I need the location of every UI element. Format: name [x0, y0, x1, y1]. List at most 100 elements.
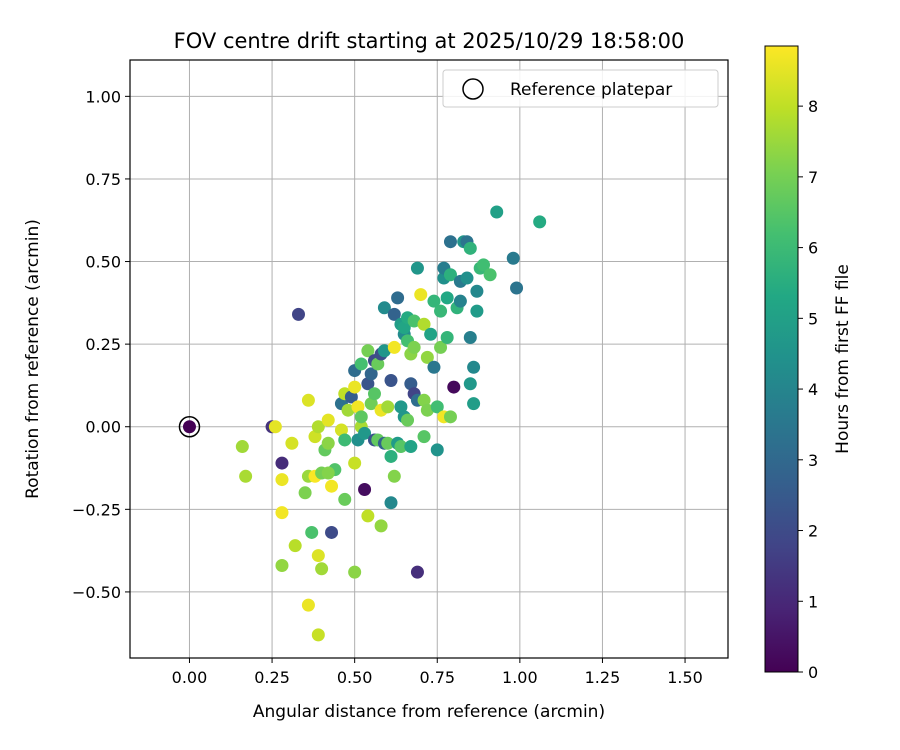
y-tick-label: −0.25	[72, 500, 121, 519]
data-point	[298, 486, 312, 500]
data-point	[407, 314, 421, 328]
x-tick-label: 1.50	[667, 668, 703, 687]
data-point	[361, 377, 375, 391]
colorbar-tick-label: 7	[808, 168, 818, 187]
colorbar-ticks: 0 1 2 3 4 5 6 7 8	[798, 97, 818, 682]
data-point	[477, 258, 491, 272]
data-point	[440, 331, 454, 345]
data-point	[377, 301, 391, 315]
data-point	[364, 397, 378, 411]
data-point	[470, 304, 484, 318]
data-point	[394, 440, 408, 454]
data-point	[348, 380, 362, 394]
points-layer	[182, 205, 547, 642]
data-point	[377, 344, 391, 358]
data-point	[430, 400, 444, 414]
data-point	[407, 340, 421, 354]
y-tick-label: 0.75	[85, 170, 121, 189]
data-point	[275, 473, 289, 487]
data-point	[443, 410, 457, 424]
y-tick-label: −0.50	[72, 583, 121, 602]
data-point	[384, 449, 398, 463]
data-point	[268, 420, 282, 434]
data-point	[387, 469, 401, 483]
chart-title: FOV centre drift starting at 2025/10/29 …	[174, 29, 685, 53]
data-point	[460, 271, 474, 285]
data-point	[235, 440, 249, 454]
data-point	[381, 436, 395, 450]
data-point	[321, 436, 335, 450]
data-point	[510, 281, 524, 295]
data-point	[361, 344, 375, 358]
data-point	[321, 413, 335, 427]
data-point	[275, 456, 289, 470]
data-point	[420, 403, 434, 417]
colorbar-label: Hours from first FF file	[833, 264, 853, 454]
data-point	[315, 562, 329, 576]
reference-layer	[178, 415, 201, 438]
data-point	[401, 413, 415, 427]
plot-frame	[129, 59, 729, 659]
data-point	[325, 525, 339, 539]
data-point	[463, 331, 477, 345]
data-point	[463, 377, 477, 391]
data-point	[311, 549, 325, 563]
y-axis: −0.50 −0.25 0.00 0.25 0.50 0.75 1.00	[72, 87, 130, 602]
data-point	[301, 598, 315, 612]
x-tick-label: 1.25	[585, 668, 621, 687]
data-point	[391, 291, 405, 305]
data-point	[354, 410, 368, 424]
x-axis: 0.00 0.25 0.50 0.75 1.00 1.25 1.50	[172, 658, 703, 687]
x-tick-label: 1.00	[502, 668, 538, 687]
data-point	[470, 284, 484, 298]
data-point	[275, 506, 289, 520]
data-point	[361, 509, 375, 523]
data-point	[308, 430, 322, 444]
x-tick-label: 0.75	[419, 668, 455, 687]
data-point	[427, 360, 441, 374]
data-point	[338, 433, 352, 447]
colorbar-gradient	[764, 45, 799, 673]
data-point	[410, 261, 424, 275]
data-point	[371, 357, 385, 371]
colorbar-tick-label: 6	[808, 239, 818, 258]
y-tick-label: 0.00	[85, 418, 121, 437]
data-point	[348, 565, 362, 579]
data-point	[420, 350, 434, 364]
data-point	[344, 390, 358, 404]
data-point	[404, 440, 418, 454]
data-point	[453, 294, 467, 308]
colorbar-tick-label: 2	[808, 522, 818, 541]
data-point	[291, 307, 305, 321]
data-point	[364, 367, 378, 381]
data-point	[387, 340, 401, 354]
legend-box	[442, 69, 719, 108]
data-point	[381, 400, 395, 414]
colorbar-tick-label: 5	[808, 309, 818, 328]
data-point	[417, 393, 431, 407]
data-point	[533, 215, 547, 229]
data-point	[325, 479, 339, 493]
colorbar: 0 1 2 3 4 5 6 7 8 Hours from first FF file	[764, 45, 853, 682]
data-point	[311, 628, 325, 642]
data-point	[417, 430, 431, 444]
data-point	[358, 483, 372, 497]
x-tick-label: 0.25	[254, 668, 290, 687]
x-tick-label: 0.00	[172, 668, 208, 687]
data-point	[483, 268, 497, 282]
legend-label-reference: Reference platepar	[510, 80, 672, 100]
data-point	[338, 492, 352, 506]
data-point	[417, 317, 431, 331]
data-point	[463, 241, 477, 255]
data-point	[367, 387, 381, 401]
data-point	[490, 205, 504, 219]
data-point	[443, 268, 457, 282]
data-point	[404, 377, 418, 391]
data-point	[427, 294, 441, 308]
data-point	[440, 291, 454, 305]
data-point	[430, 443, 444, 457]
data-point	[467, 360, 481, 374]
data-point	[374, 519, 388, 533]
data-point	[434, 304, 448, 318]
y-tick-label: 1.00	[85, 87, 121, 106]
